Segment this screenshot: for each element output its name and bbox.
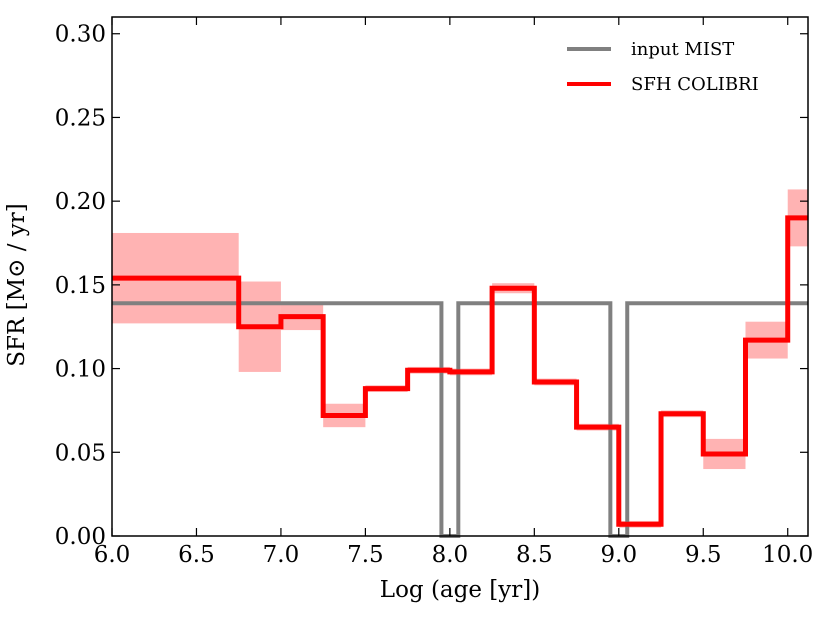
x-tick-label-0: 6.0 bbox=[94, 542, 131, 568]
x-tick-label-6: 9.0 bbox=[601, 542, 638, 568]
x-tick-label-3: 7.5 bbox=[347, 542, 384, 568]
plot-frame bbox=[111, 16, 809, 537]
y-tick-label-5: 0.25 bbox=[55, 105, 106, 131]
tick-labels: 6.0 6.5 7.0 7.5 8.0 8.5 9.0 9.5 10.0 0.00 0.05 0.10… bbox=[55, 22, 814, 568]
axis-ticks bbox=[111, 17, 808, 537]
series-lines bbox=[112, 215, 808, 538]
x-tick-label-1: 6.5 bbox=[178, 542, 215, 568]
x-tick-label-5: 8.5 bbox=[516, 542, 553, 568]
legend: input MIST SFH COLIBRI bbox=[567, 39, 759, 95]
y-axis-label: SFR [M⊙ / yr] bbox=[4, 203, 30, 366]
x-tick-label-2: 7.0 bbox=[263, 542, 300, 568]
x-tick-label-8: 10.0 bbox=[762, 542, 813, 568]
legend-label-input-mist: input MIST bbox=[631, 39, 734, 60]
y-tick-label-0: 0.00 bbox=[55, 524, 106, 550]
x-tick-label-7: 9.5 bbox=[685, 542, 722, 568]
legend-label-sfh-colibri: SFH COLIBRI bbox=[631, 74, 759, 95]
x-axis-label: Log (age [yr]) bbox=[380, 577, 540, 603]
series-line-sfh-colibri bbox=[112, 215, 808, 527]
y-tick-label-3: 0.15 bbox=[55, 273, 106, 299]
y-tick-label-2: 0.10 bbox=[55, 357, 106, 383]
x-tick-label-4: 8.0 bbox=[432, 542, 469, 568]
y-tick-label-1: 0.05 bbox=[55, 440, 106, 466]
y-tick-label-4: 0.20 bbox=[55, 189, 106, 215]
y-tick-label-6: 0.30 bbox=[55, 22, 106, 48]
series-line-input-mist bbox=[112, 301, 808, 538]
